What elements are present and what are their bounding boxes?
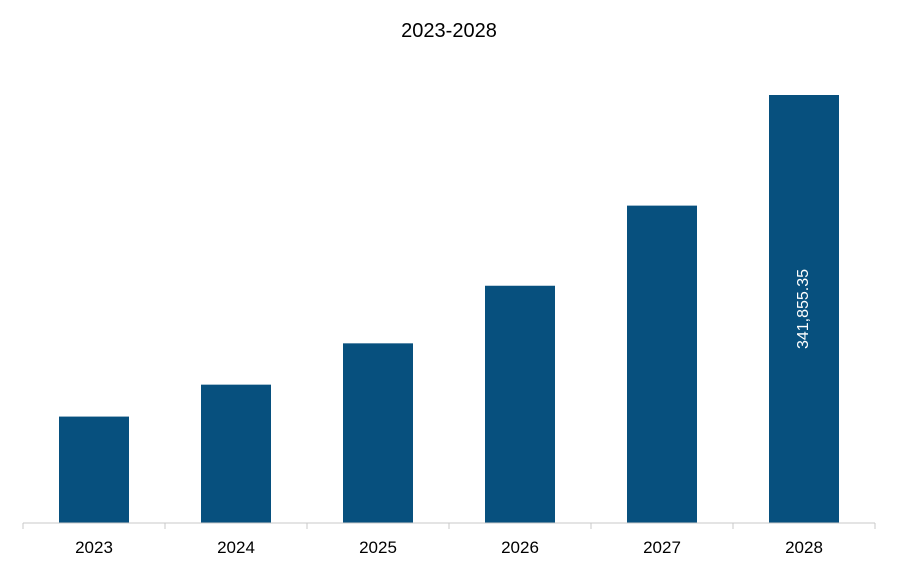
x-tick-label-2024: 2024 [217,538,255,557]
bar-2024 [201,384,271,523]
x-tick-label-2023: 2023 [75,538,113,557]
bar-2025 [343,343,413,523]
bar-2028 [769,95,839,523]
x-tick-label-2026: 2026 [501,538,539,557]
x-tick-label-2025: 2025 [359,538,397,557]
data-labels-layer: 341,855.35 [795,269,812,349]
bar-2027 [627,205,697,523]
chart-title: 2023-2028 [401,20,497,42]
data-label-2028: 341,855.35 [795,269,812,349]
bar-2023 [59,416,129,523]
x-tick-label-2027: 2027 [643,538,681,557]
bar-2026 [485,285,555,523]
x-axis: 2023 2024 2025 2026 2027 2028 [22,522,876,557]
x-tick-label-2028: 2028 [785,538,823,557]
bars-layer [59,95,839,523]
